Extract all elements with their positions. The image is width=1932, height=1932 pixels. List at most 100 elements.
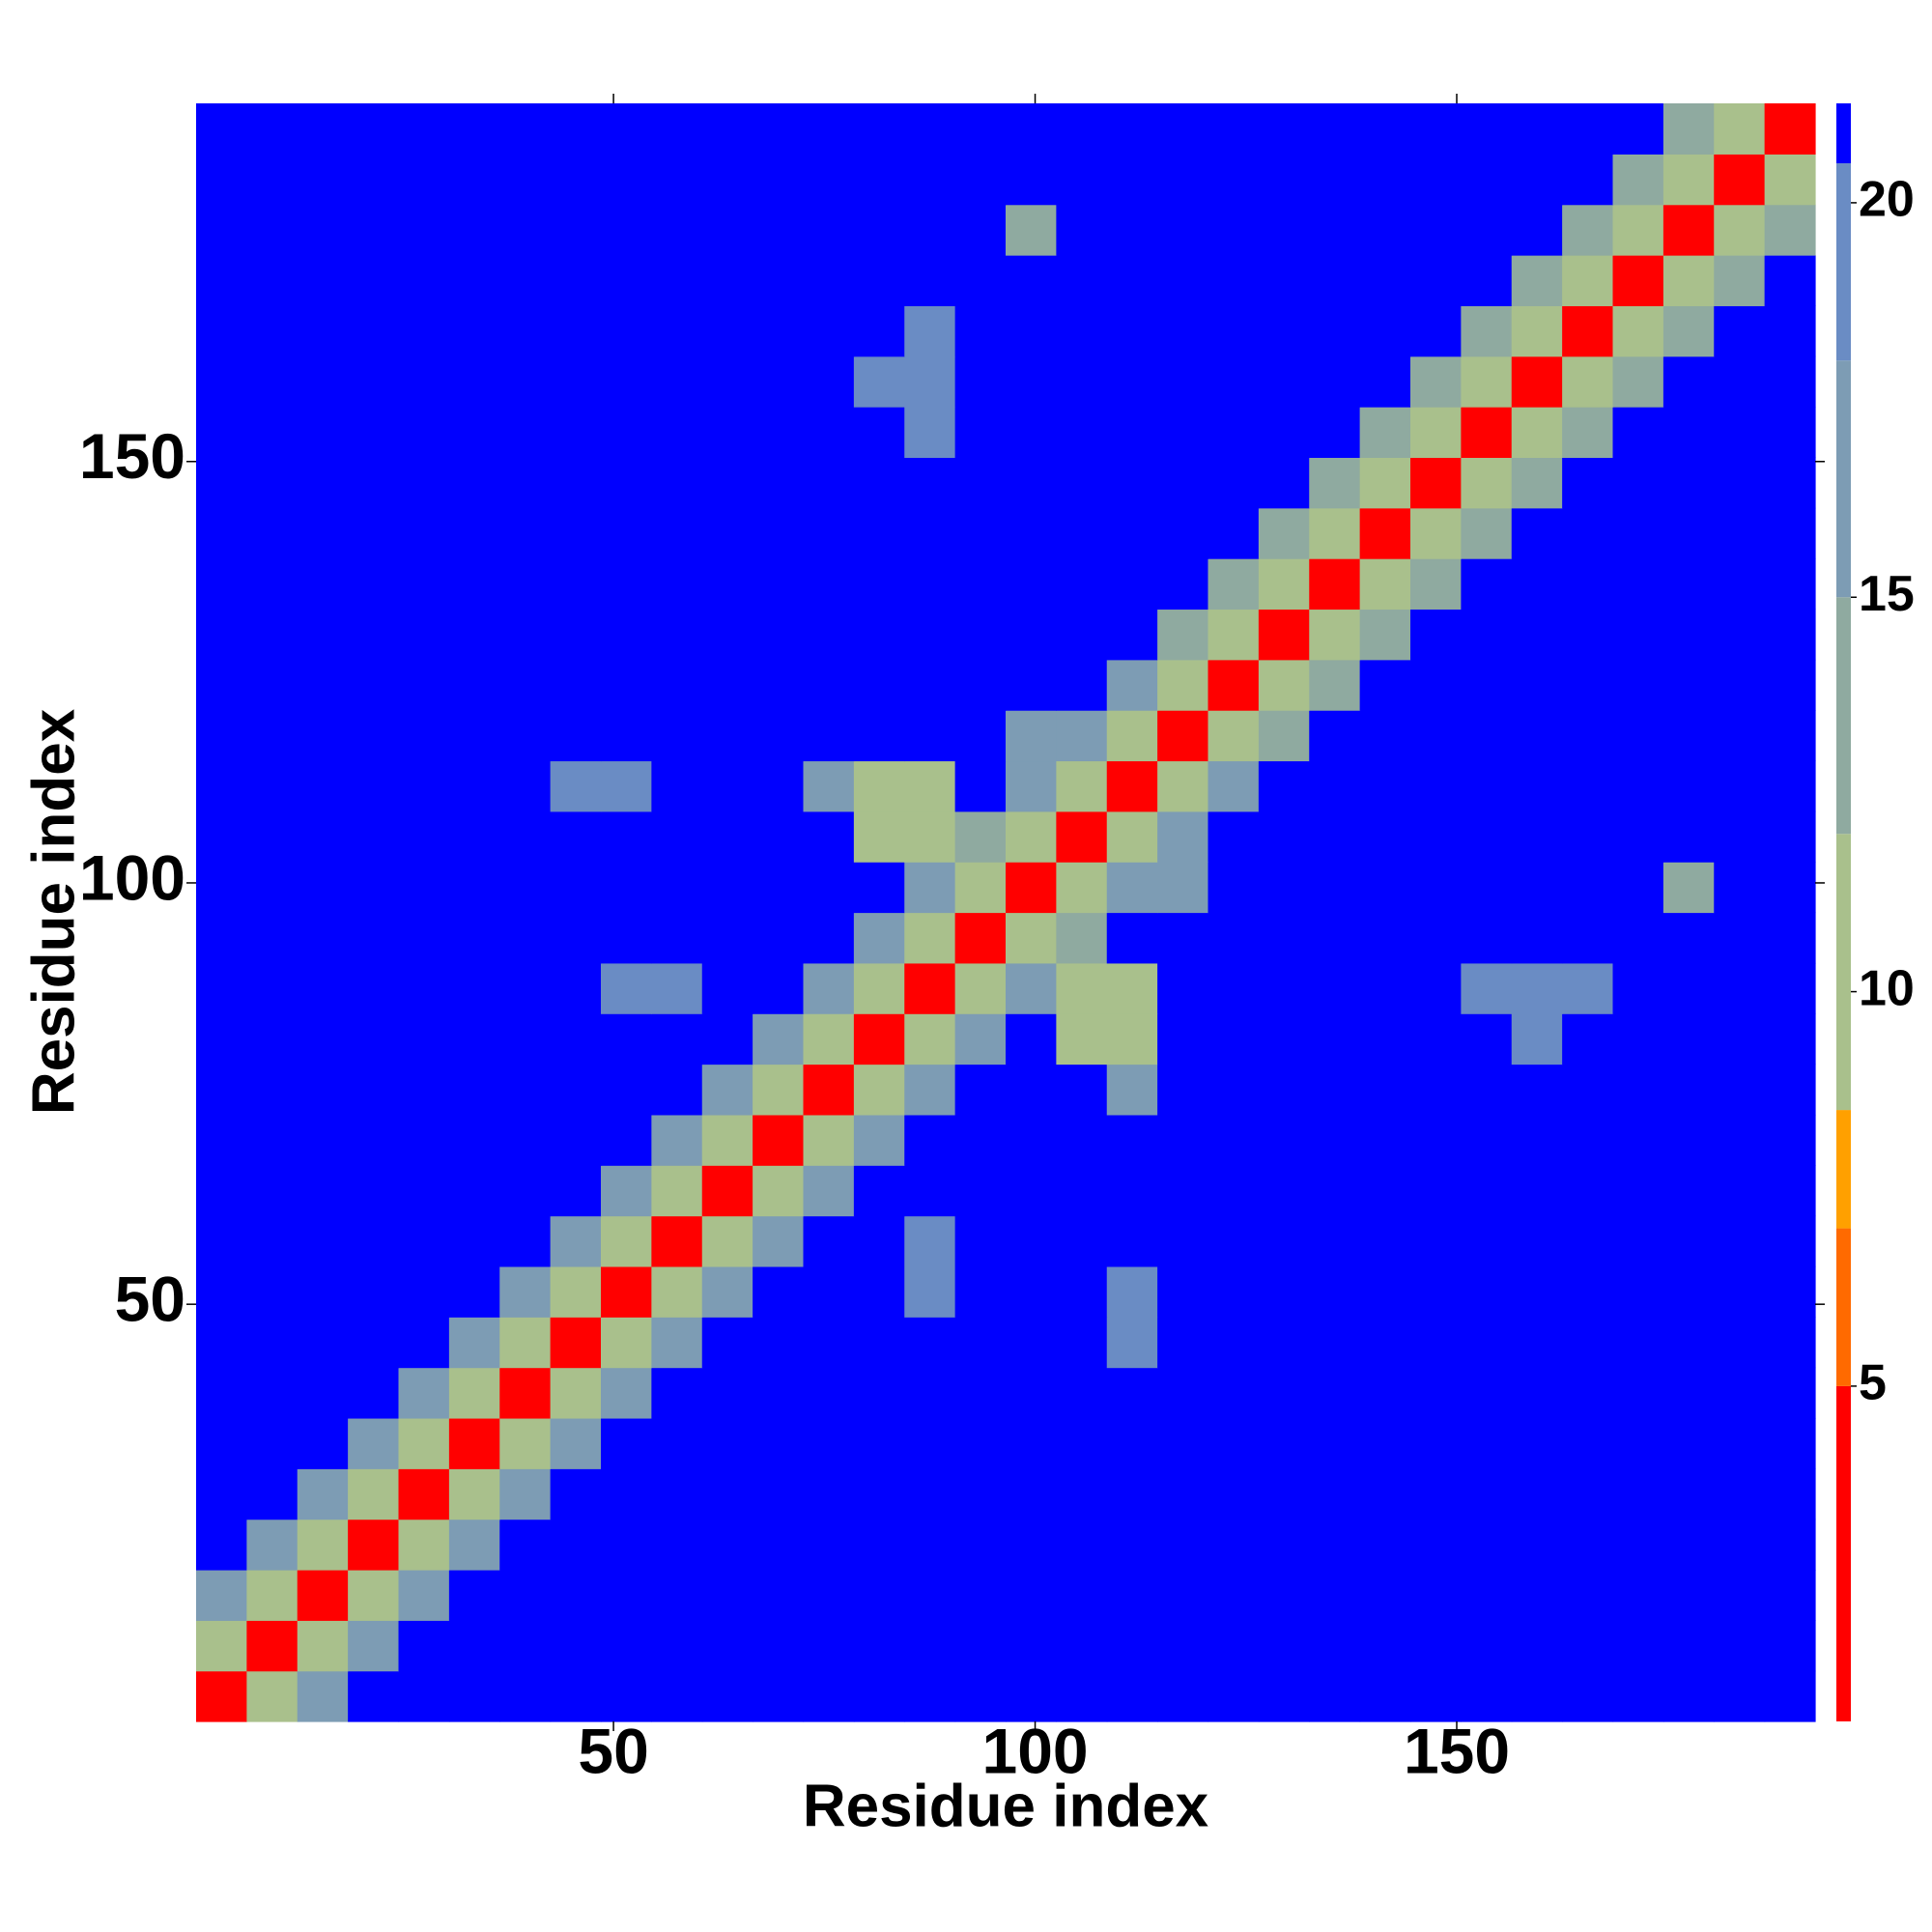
cell — [1662, 1064, 1715, 1116]
y-axis-title: Residue index — [20, 708, 87, 1115]
axes: 50 100 150 50 100 150 — [79, 94, 1825, 1786]
colorbar-segment — [1836, 597, 1851, 835]
cell — [348, 1215, 400, 1267]
cell — [601, 1215, 652, 1267]
cell — [348, 1519, 400, 1571]
cell — [1511, 154, 1563, 206]
cell — [1764, 609, 1816, 661]
cell — [701, 1165, 753, 1217]
cell — [1006, 1519, 1057, 1571]
cell — [701, 1519, 753, 1571]
cell — [1410, 1013, 1462, 1065]
cell — [1461, 1670, 1513, 1722]
cell — [550, 1670, 602, 1722]
cell — [499, 1569, 552, 1621]
cell — [196, 255, 247, 306]
cell — [1612, 255, 1664, 306]
cell — [1461, 103, 1513, 155]
cell — [448, 1670, 500, 1722]
cell — [550, 1265, 602, 1318]
cell — [853, 255, 905, 306]
cell — [398, 912, 450, 964]
cell — [1714, 407, 1766, 459]
colorbar-segment — [1836, 360, 1851, 598]
cell — [297, 1468, 349, 1520]
cell — [196, 204, 247, 256]
cell — [1106, 1265, 1158, 1318]
cell — [1208, 305, 1260, 357]
cell — [803, 1064, 855, 1116]
cell — [1359, 255, 1411, 306]
cell — [1410, 1064, 1462, 1116]
cell — [803, 1114, 855, 1166]
cell — [1511, 355, 1563, 408]
cell — [297, 1165, 349, 1217]
cell — [398, 305, 450, 357]
cell — [1006, 1013, 1057, 1065]
cell — [348, 962, 400, 1014]
cell — [1461, 1569, 1513, 1621]
cell — [1056, 1670, 1108, 1722]
cell — [651, 1620, 703, 1672]
cell — [499, 1468, 552, 1520]
cell — [1309, 1064, 1361, 1116]
cell — [1612, 305, 1664, 357]
cell — [1764, 255, 1816, 306]
cell — [196, 1519, 247, 1571]
cell — [1309, 1114, 1361, 1166]
cell — [1258, 154, 1310, 206]
cell — [1258, 1165, 1310, 1217]
cell — [853, 1569, 905, 1621]
cell — [1359, 1468, 1411, 1520]
cell — [398, 457, 450, 509]
cell — [904, 1265, 956, 1318]
cell — [1208, 912, 1260, 964]
cell — [753, 862, 805, 914]
cell — [550, 609, 602, 661]
cell — [196, 1569, 247, 1621]
cell — [1258, 1417, 1310, 1469]
cell — [1662, 1417, 1715, 1469]
cell — [904, 962, 956, 1014]
colorbar-segment — [1836, 1228, 1851, 1386]
cell — [1006, 1468, 1057, 1520]
cell — [701, 1367, 753, 1419]
cell — [1511, 1064, 1563, 1116]
cell — [1157, 1114, 1209, 1166]
cell — [1511, 962, 1563, 1014]
cell — [550, 659, 602, 711]
cell — [398, 1620, 450, 1672]
cell — [1359, 355, 1411, 408]
cell — [1461, 760, 1513, 812]
cell — [1006, 255, 1057, 306]
cell — [753, 507, 805, 559]
cell — [196, 1317, 247, 1369]
cell — [448, 1569, 500, 1621]
cell — [853, 507, 905, 559]
cell — [803, 507, 855, 559]
cell — [1662, 305, 1715, 357]
cell — [1309, 305, 1361, 357]
cell — [348, 659, 400, 711]
cell — [1258, 507, 1310, 559]
cell — [348, 810, 400, 863]
cell — [1662, 609, 1715, 661]
cell — [1106, 1317, 1158, 1369]
cell — [904, 862, 956, 914]
cell — [246, 1519, 298, 1571]
cell — [1410, 305, 1462, 357]
cell — [348, 154, 400, 206]
cell — [1562, 154, 1614, 206]
cell — [853, 1367, 905, 1419]
cell — [803, 255, 855, 306]
cell — [651, 1417, 703, 1469]
cell — [1562, 1670, 1614, 1722]
cell — [1612, 912, 1664, 964]
cell — [1511, 1215, 1563, 1267]
cell — [651, 457, 703, 509]
cell — [753, 1013, 805, 1065]
cell — [1359, 1670, 1411, 1722]
cell — [398, 1265, 450, 1318]
cell — [1714, 1670, 1766, 1722]
